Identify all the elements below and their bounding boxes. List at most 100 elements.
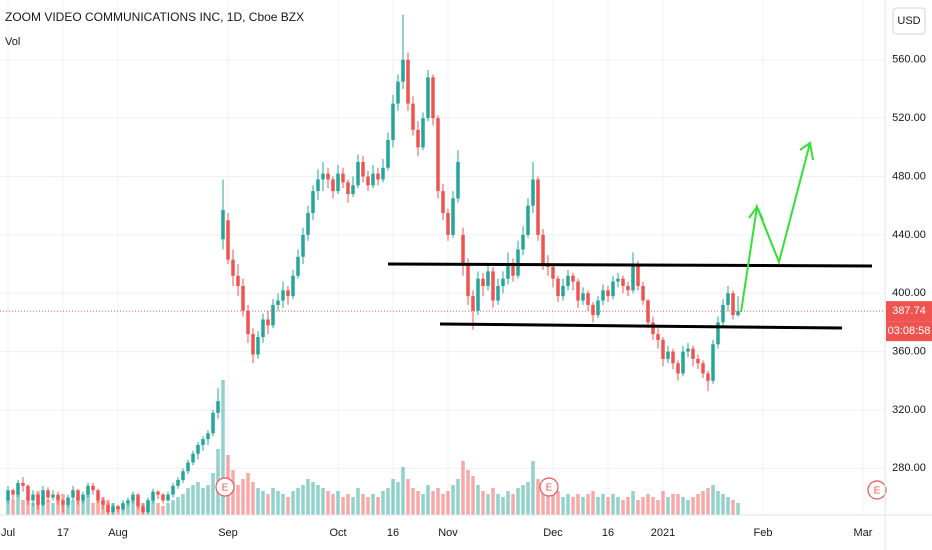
- volume-bar: [191, 485, 195, 515]
- volume-bar: [601, 494, 605, 515]
- volume-bar: [641, 497, 645, 515]
- y-tick-label: 480.00: [892, 170, 926, 182]
- candle-body: [41, 490, 45, 505]
- candle-body: [386, 140, 390, 168]
- volume-bar: [316, 485, 320, 515]
- volume-bar: [26, 497, 30, 515]
- candle-body: [621, 278, 625, 286]
- volume-bar: [536, 479, 540, 515]
- volume-bar: [386, 488, 390, 515]
- volume-bar: [556, 491, 560, 515]
- candle-body: [291, 275, 295, 297]
- volume-bar: [201, 488, 205, 515]
- earnings-marker[interactable]: E: [867, 480, 887, 500]
- candle-body: [16, 482, 20, 495]
- candle-body: [591, 304, 595, 316]
- candle-body: [721, 304, 725, 323]
- volume-bar: [651, 497, 655, 515]
- volume-bar: [66, 503, 70, 515]
- candle-body: [6, 490, 10, 501]
- earnings-marker[interactable]: E: [215, 477, 235, 497]
- volume-bar: [76, 497, 80, 515]
- y-tick-label: 280.00: [892, 462, 926, 474]
- candle-body: [616, 278, 620, 282]
- candle-body: [676, 363, 680, 374]
- volume-bar: [136, 506, 140, 515]
- x-tick-label: Oct: [329, 527, 346, 539]
- candle-body: [561, 285, 565, 297]
- candle-body: [696, 358, 700, 364]
- earnings-label[interactable]: E: [874, 486, 881, 497]
- earnings-label[interactable]: E: [546, 483, 553, 494]
- candle-body: [261, 319, 265, 338]
- candle-body: [491, 271, 495, 301]
- candle-body: [76, 490, 80, 501]
- volume-bar: [206, 485, 210, 515]
- volume-bar: [211, 473, 215, 515]
- candle-body: [701, 363, 705, 374]
- candle-body: [691, 348, 695, 359]
- volume-bar: [676, 494, 680, 515]
- x-tick-label: Sep: [218, 527, 238, 539]
- volume-bar: [181, 494, 185, 515]
- chart-title: ZOOM VIDEO COMMUNICATIONS INC, 1D, Cboe …: [5, 10, 304, 24]
- candle-body: [521, 234, 525, 250]
- earnings-circle[interactable]: [867, 480, 887, 500]
- volume-bar: [456, 479, 460, 515]
- volume-bar: [256, 488, 260, 515]
- volume-bar: [261, 491, 265, 515]
- x-tick-label: Feb: [754, 527, 773, 539]
- volume-bar: [486, 494, 490, 515]
- candle-body: [11, 490, 15, 495]
- volume-bar: [731, 500, 735, 515]
- candle-body: [736, 311, 740, 316]
- candle-body: [501, 278, 505, 286]
- volume-bar: [46, 500, 50, 515]
- candle-body: [551, 266, 555, 279]
- currency-label[interactable]: USD: [897, 15, 920, 27]
- candle-body: [716, 322, 720, 345]
- earnings-circle[interactable]: [215, 477, 235, 497]
- volume-bar: [596, 497, 600, 515]
- earnings-label[interactable]: E: [222, 483, 229, 494]
- candle-body: [116, 506, 120, 510]
- candle-body: [166, 494, 170, 501]
- volume-bar: [471, 476, 475, 515]
- volume-bar: [736, 503, 740, 515]
- candle-body: [281, 290, 285, 301]
- volume-bar: [326, 491, 330, 515]
- volume-bar: [71, 500, 75, 515]
- x-tick-label: 16: [602, 527, 614, 539]
- grid: [0, 0, 885, 515]
- volume-bar: [266, 494, 270, 515]
- candle-body: [211, 412, 215, 434]
- volume-bar: [616, 497, 620, 515]
- volume-bar: [701, 491, 705, 515]
- candle-body: [26, 485, 30, 501]
- volume-bar: [546, 491, 550, 515]
- volume-bar: [416, 491, 420, 515]
- volume-bar: [186, 488, 190, 515]
- last-price-tag: [886, 301, 932, 322]
- candle-body: [496, 285, 500, 301]
- candle-body: [726, 293, 730, 305]
- volume-bar: [126, 503, 130, 515]
- candle-body: [136, 494, 140, 507]
- candle-body: [286, 290, 290, 297]
- candle-body: [366, 176, 370, 186]
- candle-body: [631, 264, 635, 291]
- candle-body: [161, 494, 165, 501]
- volume-bar: [726, 497, 730, 515]
- volume-bar: [281, 494, 285, 515]
- volume-bar: [11, 500, 15, 515]
- earnings-circle[interactable]: [539, 477, 559, 497]
- candle-body: [81, 494, 85, 501]
- y-tick-label: 400.00: [892, 287, 926, 299]
- volume-bar: [646, 494, 650, 515]
- candle-body: [101, 500, 105, 505]
- y-tick-label: 360.00: [892, 346, 926, 358]
- candle-body: [516, 249, 520, 276]
- earnings-marker[interactable]: E: [539, 477, 559, 497]
- candle-body: [191, 453, 195, 463]
- currency-button[interactable]: [892, 7, 926, 35]
